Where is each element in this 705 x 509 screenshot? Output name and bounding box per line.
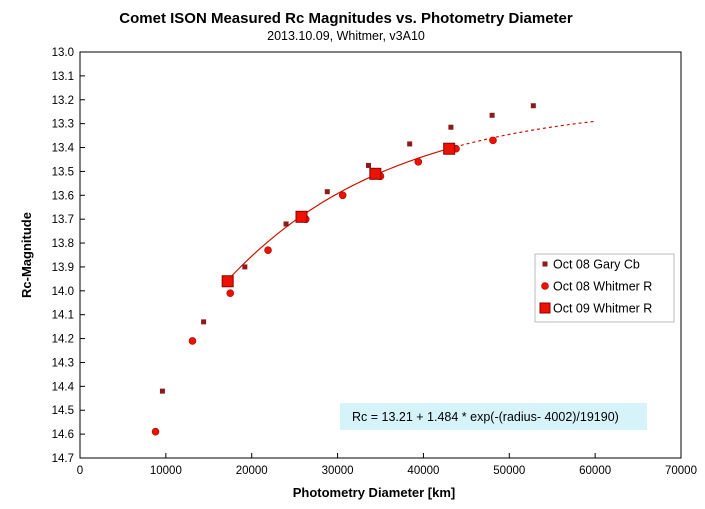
x-tick-label: 70000 [665, 465, 697, 477]
y-tick-label: 14.3 [52, 357, 74, 369]
legend-label-gary-cb: Oct 08 Gary Cb [553, 258, 640, 272]
y-tick-label: 13.0 [52, 47, 74, 59]
x-axis-label: Photometry Diameter [km] [293, 485, 456, 500]
point-gary-cb [242, 264, 248, 270]
x-tick-label: 10000 [150, 465, 182, 477]
point-oct08-whitmer [151, 427, 160, 436]
point-oct09-whitmer [443, 142, 456, 155]
point-oct09-whitmer [221, 275, 234, 288]
y-tick-label: 14.5 [52, 405, 74, 417]
x-tick-label: 40000 [407, 465, 439, 477]
y-axis-ticks: 13.0 13.1 13.2 13.3 13.4 13.5 13.6 13.7 13.8 13.9… [52, 47, 85, 465]
legend-marker-oct08-whitmer [541, 282, 549, 290]
y-tick-label: 13.7 [52, 214, 74, 226]
data-points [151, 103, 536, 436]
chart-subtitle: 2013.10.09, Whitmer, v3A10 [267, 29, 425, 43]
y-tick-label: 13.9 [52, 262, 74, 274]
y-axis-label: Rc-Magnitude [19, 212, 34, 298]
x-tick-label: 20000 [236, 465, 268, 477]
legend: Oct 08 Gary Cb Oct 08 Whitmer R Oct 09 W… [534, 253, 675, 323]
y-tick-label: 13.1 [52, 71, 74, 83]
point-oct08-whitmer [264, 246, 272, 255]
fit-curve [227, 120, 596, 281]
y-tick-label: 13.3 [52, 119, 74, 131]
y-tick-label: 14.2 [52, 334, 74, 346]
point-gary-cb [324, 189, 330, 195]
fit-line-solid [227, 148, 450, 281]
y-tick-label: 13.5 [52, 166, 74, 178]
point-gary-cb [407, 141, 413, 147]
legend-marker-oct09-whitmer [539, 302, 551, 314]
x-tick-label: 30000 [322, 465, 354, 477]
fit-equation: Rc = 13.21 + 1.484 * exp(-(radius- 4002)… [352, 410, 619, 424]
point-oct08-whitmer [338, 191, 347, 200]
y-tick-label: 14.6 [52, 429, 74, 441]
point-gary-cb [201, 319, 207, 325]
chart-title: Comet ISON Measured Rc Magnitudes vs. Ph… [119, 10, 573, 27]
point-gary-cb [530, 103, 536, 109]
point-oct09-whitmer [369, 167, 382, 180]
legend-label-oct08-whitmer: Oct 08 Whitmer R [553, 280, 652, 294]
legend-label-oct09-whitmer: Oct 09 Whitmer R [553, 302, 652, 316]
y-tick-label: 13.6 [52, 190, 74, 202]
x-tick-label: 0 [77, 465, 83, 477]
point-oct08-whitmer [414, 158, 423, 166]
annotation-box [340, 403, 647, 430]
point-gary-cb [448, 124, 454, 130]
x-tick-label: 50000 [493, 465, 525, 477]
point-gary-cb [365, 162, 371, 168]
legend-box [534, 253, 675, 323]
y-tick-label: 13.8 [52, 238, 74, 250]
point-oct08-whitmer [489, 136, 497, 145]
point-oct09-whitmer [295, 210, 308, 223]
fit-line-dashed [449, 120, 596, 150]
y-tick-label: 14.1 [52, 310, 74, 322]
point-gary-cb [159, 388, 165, 394]
point-gary-cb [489, 112, 495, 118]
y-tick-label: 14.4 [52, 381, 75, 393]
legend-marker-gary-cb [542, 261, 548, 267]
point-oct08-whitmer [188, 337, 197, 345]
point-oct08-whitmer [226, 289, 235, 298]
point-gary-cb [283, 221, 289, 227]
x-axis-ticks: 0 10000 20000 30000 40000 50000 60000 70000 [77, 453, 697, 477]
y-tick-label: 14.7 [52, 453, 74, 465]
y-tick-label: 14.0 [52, 286, 74, 298]
x-tick-label: 60000 [579, 465, 611, 477]
y-tick-label: 13.4 [52, 143, 75, 155]
y-tick-label: 13.2 [52, 95, 74, 107]
